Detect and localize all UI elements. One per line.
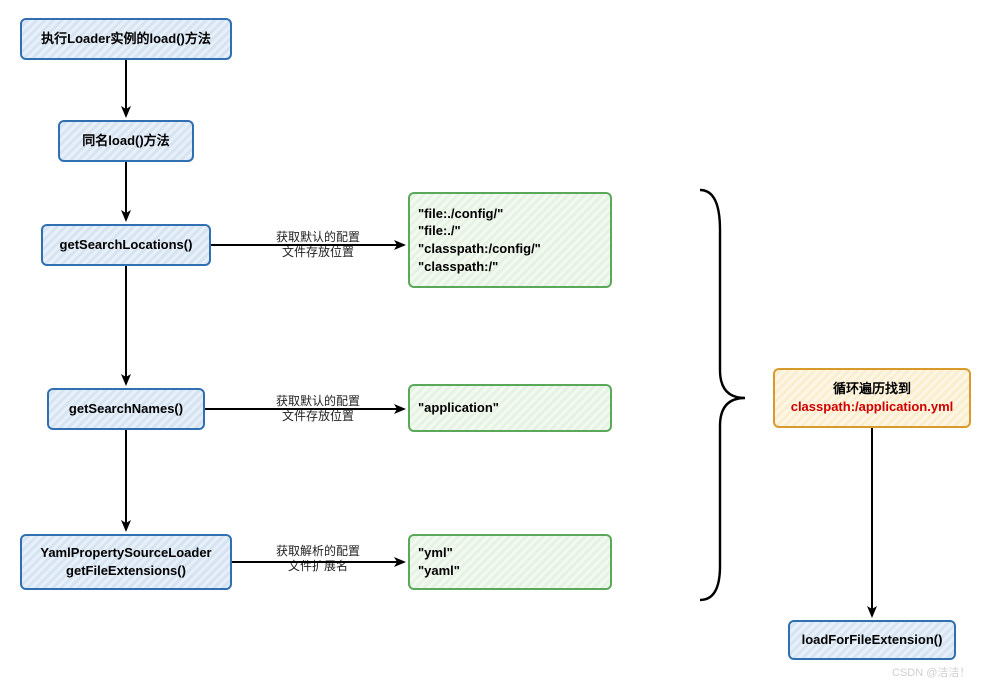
node-text: 执行Loader实例的load()方法 — [41, 30, 211, 48]
node-load-same: 同名load()方法 — [58, 120, 194, 162]
node-text: YamlPropertySourceLoader getFileExtensio… — [40, 544, 211, 579]
node-text: loadForFileExtension() — [802, 631, 943, 649]
node-text: "yml" "yaml" — [418, 544, 460, 579]
node-text: "file:./config/" "file:./" "classpath:/c… — [418, 205, 541, 275]
node-get-search-names: getSearchNames() — [47, 388, 205, 430]
node-locations-output: "file:./config/" "file:./" "classpath:/c… — [408, 192, 612, 288]
node-names-output: "application" — [408, 384, 612, 432]
edge-label-2: 获取默认的配置 文件存放位置 — [276, 378, 360, 425]
watermark: CSDN @洁洁！ — [892, 664, 970, 680]
node-get-search-locations: getSearchLocations() — [41, 224, 211, 266]
node-load-for-ext: loadForFileExtension() — [788, 620, 956, 660]
node-load-instance: 执行Loader实例的load()方法 — [20, 18, 232, 60]
node-extensions-output: "yml" "yaml" — [408, 534, 612, 590]
edge-label-3: 获取解析的配置 文件扩展名 — [276, 528, 360, 575]
node-yaml-loader: YamlPropertySourceLoader getFileExtensio… — [20, 534, 232, 590]
node-text: getSearchLocations() — [60, 236, 193, 254]
node-text: 同名load()方法 — [82, 132, 169, 150]
edge-label-1: 获取默认的配置 文件存放位置 — [276, 214, 360, 261]
node-result-line1: 循环遍历找到 — [833, 380, 911, 398]
node-text: "application" — [418, 399, 499, 417]
node-result-line2: classpath:/application.yml — [791, 398, 954, 416]
node-result: 循环遍历找到 classpath:/application.yml — [773, 368, 971, 428]
node-text: getSearchNames() — [69, 400, 183, 418]
